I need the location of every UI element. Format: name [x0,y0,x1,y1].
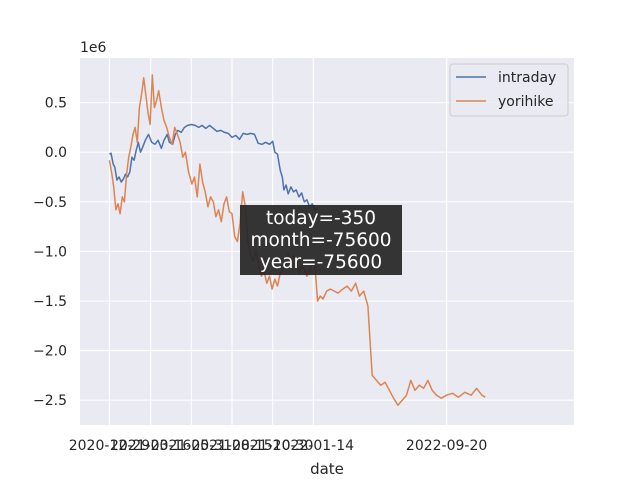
y-tick-label: −1.0 [33,244,67,260]
y-tick-label: −2.0 [33,344,67,360]
x-tick-label: 2021-05-31 [151,438,232,454]
x-tick-label: 2022-01-14 [273,438,354,454]
x-axis-label: date [310,460,344,478]
y-tick-label: −0.5 [33,195,67,211]
x-tick-label: 2021-10-30 [232,438,313,454]
x-tick-labels: 2020-12-292021-03-162021-05-312021-08-15… [69,438,488,454]
annotation-year: year=-75600 [260,252,382,273]
y-tick-labels: 0.5 0.0 −0.5 −1.0 −1.5 −2.0 −2.5 [33,96,67,410]
y-tick-label: 0.0 [45,145,67,161]
annotation-month: month=-75600 [250,230,391,251]
annotation-box: today=-350 month=-75600 year=-75600 [240,205,402,275]
y-tick-label: −1.5 [33,294,67,310]
legend-label-yorihike: yorihike [498,94,553,110]
x-tick-label: 2020-12-29 [69,438,150,454]
legend: intraday yorihike [449,63,569,117]
y-tick-label: −2.5 [33,393,67,409]
y-offset-label: 1e6 [80,40,107,56]
series-line-intraday [109,123,318,211]
x-tick-label: 2021-03-16 [110,438,191,454]
legend-label-intraday: intraday [498,70,556,86]
x-tick-label: 2022-09-20 [406,438,487,454]
y-tick-label: 0.5 [45,96,67,112]
annotation-today: today=-350 [266,208,376,229]
x-tick-label: 2021-08-15 [191,438,272,454]
